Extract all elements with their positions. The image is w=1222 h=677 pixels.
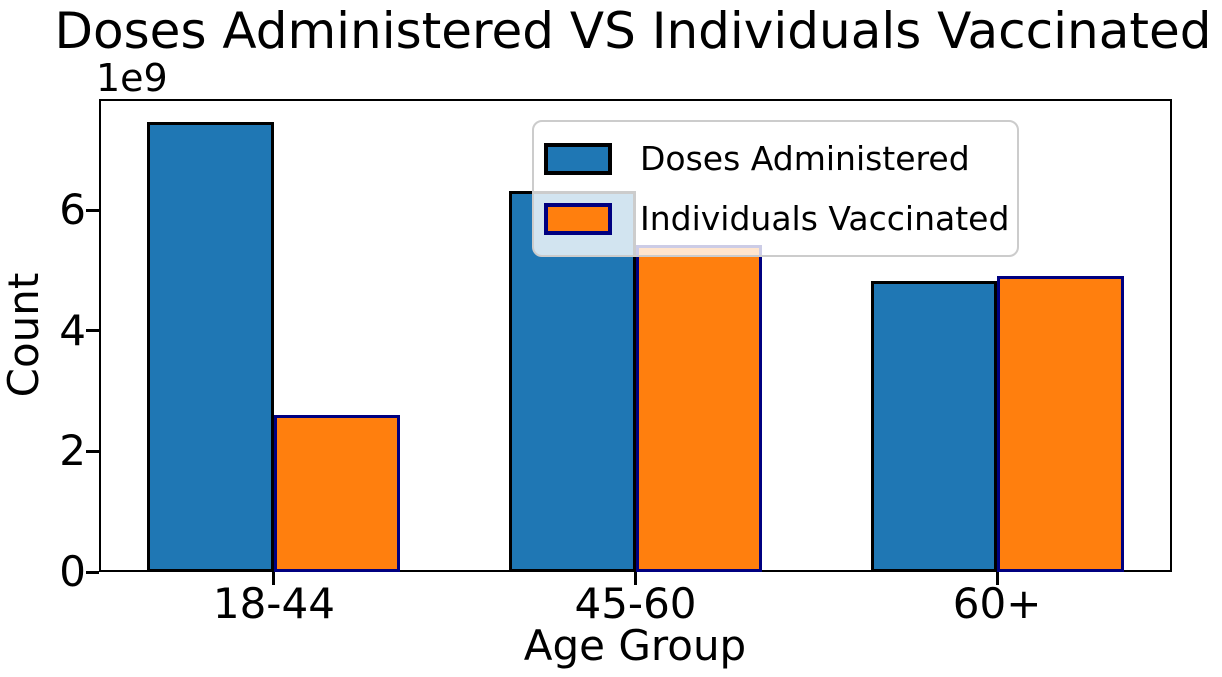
x-axis-label: Age Group bbox=[523, 621, 747, 670]
y-tick-mark bbox=[86, 329, 99, 333]
y-tick-mark bbox=[86, 570, 99, 574]
legend: Doses Administered Individuals Vaccinate… bbox=[532, 120, 1019, 257]
y-tick-label: 2 bbox=[59, 426, 86, 476]
y-tick-mark bbox=[86, 449, 99, 453]
legend-item-individuals-vaccinated: Individuals Vaccinated bbox=[544, 196, 1017, 242]
x-tick-label: 45-60 bbox=[574, 579, 697, 628]
x-tick-mark bbox=[634, 572, 637, 585]
legend-label-doses-administered: Doses Administered bbox=[640, 138, 970, 178]
y-tick-label: 6 bbox=[59, 185, 86, 235]
y-tick-label: 0 bbox=[59, 547, 86, 596]
y-axis-offset-text: 1e9 bbox=[96, 56, 168, 100]
legend-label-individuals-vaccinated: Individuals Vaccinated bbox=[640, 198, 1010, 238]
y-tick-label: 4 bbox=[59, 305, 86, 355]
chart-title: Doses Administered VS Individuals Vaccin… bbox=[54, 2, 1212, 60]
legend-item-doses-administered: Doses Administered bbox=[544, 136, 1017, 182]
x-tick-label: 18-44 bbox=[212, 579, 335, 628]
legend-swatch-doses-administered-icon bbox=[544, 142, 612, 175]
bar-doses-administered-18-44 bbox=[147, 121, 274, 572]
bar-doses-administered-60plus bbox=[870, 280, 998, 572]
x-tick-label: 60+ bbox=[952, 579, 1042, 628]
bar-individuals-vaccinated-60plus bbox=[997, 276, 1124, 572]
bar-individuals-vaccinated-45-60 bbox=[635, 244, 762, 572]
y-tick-mark bbox=[86, 208, 99, 212]
x-tick-mark bbox=[995, 572, 999, 585]
bar-individuals-vaccinated-18-44 bbox=[273, 414, 401, 572]
x-tick-mark bbox=[272, 572, 276, 585]
legend-swatch-individuals-vaccinated-icon bbox=[544, 202, 612, 235]
